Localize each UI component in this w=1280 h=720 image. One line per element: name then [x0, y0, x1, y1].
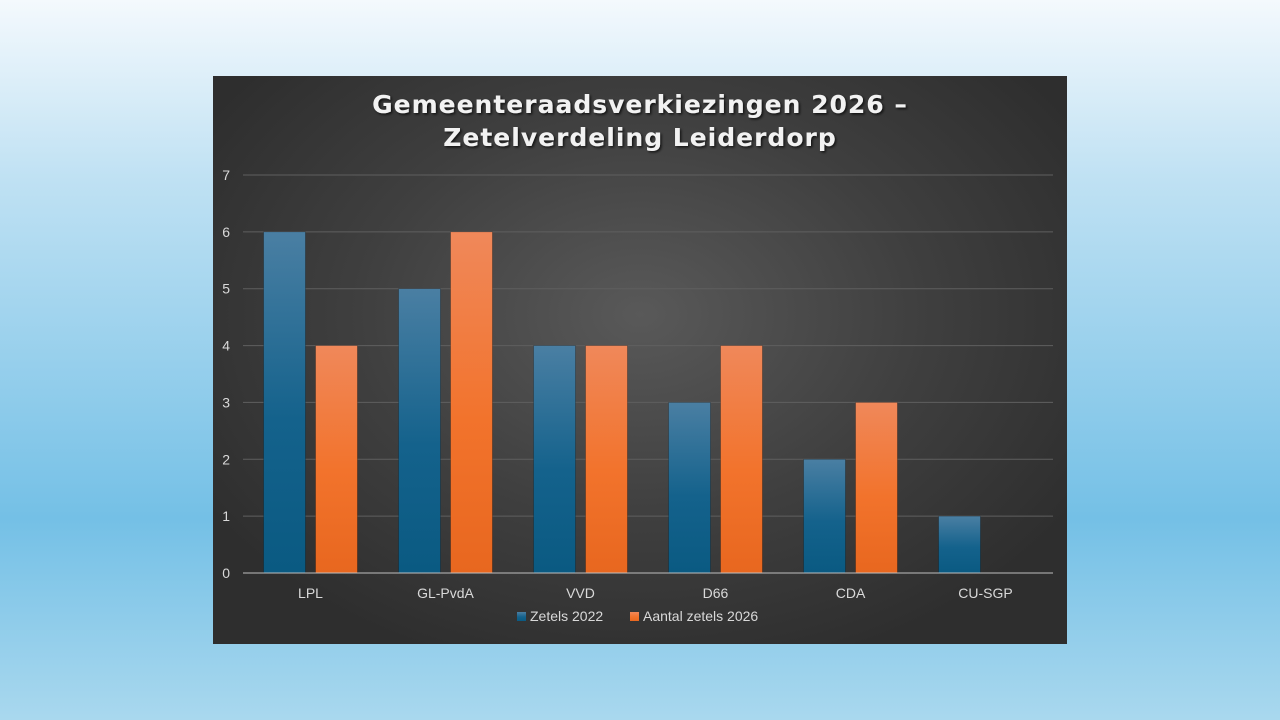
y-tick-label: 4	[222, 338, 230, 354]
bar-zetels-2022-lpl	[263, 231, 306, 574]
y-tick-label: 5	[222, 281, 230, 297]
gridlines	[243, 174, 1053, 517]
x-category-label: GL-PvdA	[417, 585, 474, 601]
chart-title-line-2: Zetelverdeling Leiderdorp	[443, 123, 836, 152]
legend-label-zetels-2026: Aantal zetels 2026	[643, 608, 758, 624]
bar-zetels-2022-cu-sgp	[938, 515, 981, 574]
y-axis-ticks: 0 1 2 3 4 5 6 7	[222, 167, 230, 581]
chart-title-line-1: Gemeenteraadsverkiezingen 2026 –	[372, 90, 908, 119]
y-tick-label: 0	[222, 565, 230, 581]
x-category-label: CDA	[836, 585, 866, 601]
y-tick-label: 3	[222, 394, 230, 410]
y-tick-label: 1	[222, 508, 230, 524]
x-category-label: CU-SGP	[958, 585, 1012, 601]
bar-zetels-2026-d66	[720, 345, 763, 574]
x-category-label: LPL	[298, 585, 323, 601]
bar-zetels-2026-gl-pvda	[450, 231, 493, 574]
x-category-label: D66	[703, 585, 729, 601]
legend-label-zetels-2022: Zetels 2022	[530, 608, 603, 624]
bar-zetels-2026-lpl	[315, 345, 358, 574]
x-category-label: VVD	[566, 585, 595, 601]
chart-panel: Gemeenteraadsverkiezingen 2026 – Zetelve…	[213, 76, 1067, 644]
y-tick-label: 6	[222, 224, 230, 240]
legend: Zetels 2022 Aantal zetels 2026	[517, 608, 758, 624]
bar-zetels-2022-d66	[668, 402, 711, 574]
bar-zetels-2026-cda	[855, 402, 898, 574]
bar-zetels-2022-cda	[803, 458, 846, 574]
bar-zetels-2022-gl-pvda	[398, 288, 441, 574]
y-tick-label: 7	[222, 167, 230, 183]
bar-chart: Gemeenteraadsverkiezingen 2026 – Zetelve…	[222, 90, 1053, 624]
x-axis-categories: LPL GL-PvdA VVD D66 CDA CU-SGP	[298, 585, 1013, 601]
legend-swatch-zetels-2022	[517, 612, 526, 621]
bar-zetels-2022-vvd	[533, 345, 576, 574]
bars	[263, 231, 981, 574]
y-tick-label: 2	[222, 451, 230, 467]
bar-zetels-2026-vvd	[585, 345, 628, 574]
legend-swatch-zetels-2026	[630, 612, 639, 621]
